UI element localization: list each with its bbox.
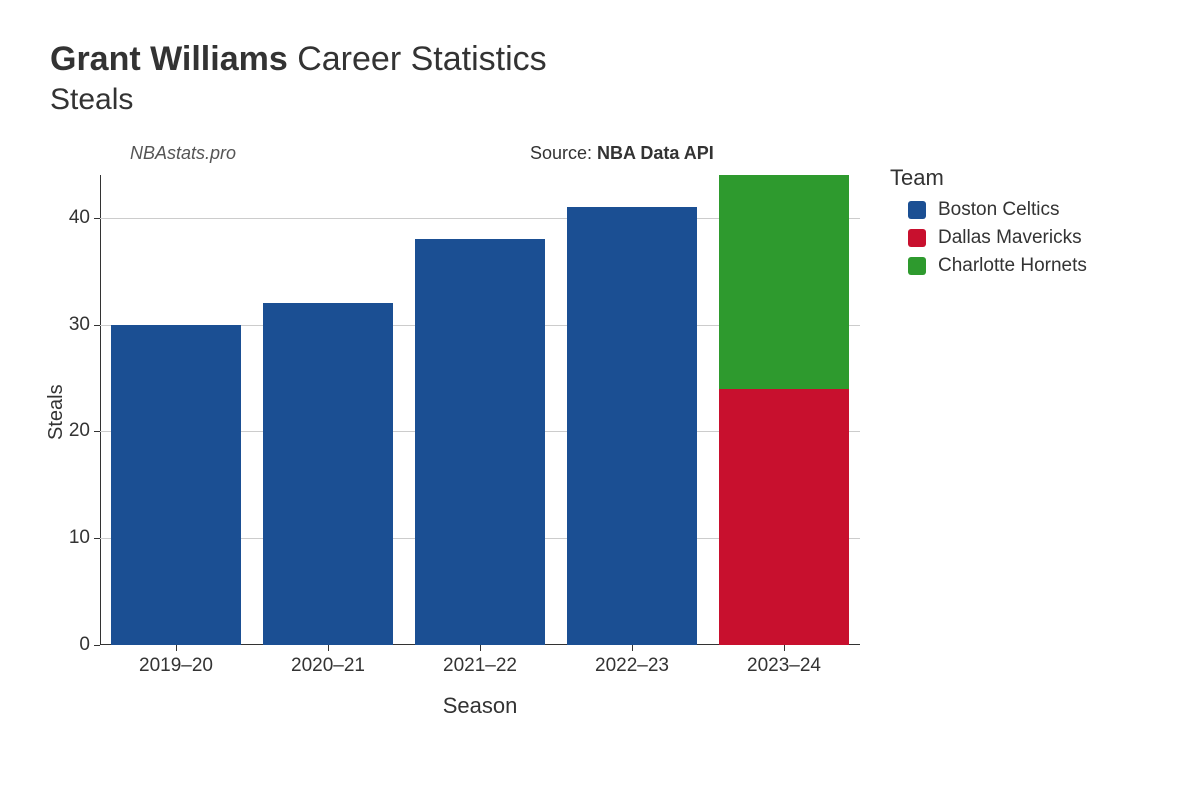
legend-label: Dallas Mavericks [938,227,1082,249]
legend-label: Boston Celtics [938,199,1059,221]
x-tick-label: 2023–24 [747,645,821,677]
site-credit: NBAstats.pro [130,143,236,164]
bar [263,175,392,645]
x-tick-label: 2022–23 [595,645,669,677]
x-axis-label: Season [443,693,518,719]
bar-segment [263,303,392,645]
legend-title: Team [890,165,1087,191]
x-tick-label: 2021–22 [443,645,517,677]
source-prefix: Source: [530,143,597,163]
bar-segment [719,175,848,389]
chart-root: Grant Williams Career Statistics Steals … [0,0,1200,800]
legend-item: Dallas Mavericks [890,227,1087,249]
bar [111,175,240,645]
legend: Team Boston Celtics Dallas Mavericks Charl… [890,165,1087,283]
legend-item: Boston Celtics [890,199,1087,221]
y-axis-line [100,175,101,645]
title-rest: Career Statistics [288,40,547,78]
bar-segment [415,239,544,645]
legend-item: Charlotte Hornets [890,255,1087,277]
bar-segment [567,207,696,645]
source-credit: Source: NBA Data API [530,143,714,164]
legend-label: Charlotte Hornets [938,255,1087,277]
bar-segment [111,325,240,645]
plot-region: 0102030402019–202020–212021–222022–23202… [100,175,860,645]
x-tick-label: 2020–21 [291,645,365,677]
y-tick-label: 0 [40,634,100,656]
bar [415,175,544,645]
y-tick-label: 40 [40,207,100,229]
chart-title: Grant Williams Career Statistics [50,40,1150,79]
y-axis-label: Steals [45,384,68,440]
bar-segment [719,389,848,645]
plot-area: 0102030402019–202020–212021–222022–23202… [100,175,860,645]
title-player-name: Grant Williams [50,40,288,78]
y-tick-label: 30 [40,314,100,336]
source-name: NBA Data API [597,143,714,163]
legend-swatch [908,229,926,247]
legend-swatch [908,257,926,275]
bar [567,175,696,645]
x-tick-label: 2019–20 [139,645,213,677]
chart-subtitle: Steals [50,83,1150,117]
y-tick-label: 10 [40,527,100,549]
legend-swatch [908,201,926,219]
bar [719,175,848,645]
